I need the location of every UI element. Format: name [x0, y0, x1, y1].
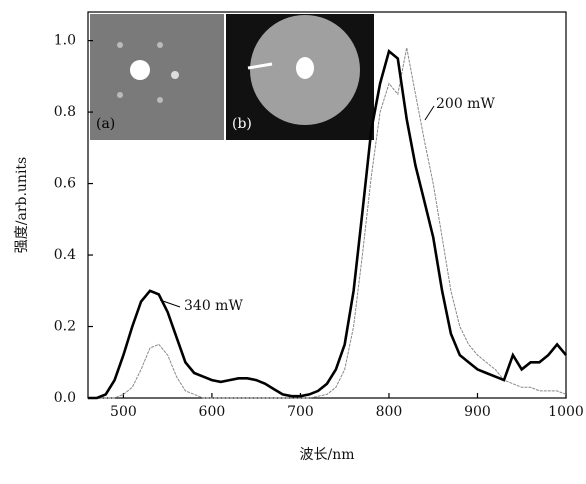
y-tick-label: 1.0: [54, 33, 76, 49]
x-tick-label: 900: [464, 404, 491, 420]
y-tick-label: 0.2: [54, 319, 76, 335]
x-tick-label: 1000: [548, 404, 584, 420]
inset-a: [90, 14, 224, 140]
x-tick-label: 800: [376, 404, 403, 420]
series-annotation: 340 mW: [184, 298, 243, 314]
series-annotation: 200 mW: [436, 96, 495, 112]
annotation-leader: [424, 105, 435, 121]
x-axis-label: 波长/nm: [299, 447, 354, 463]
x-tick-label: 500: [110, 404, 137, 420]
y-tick-label: 0.8: [54, 104, 76, 120]
y-tick-label: 0.6: [54, 176, 76, 192]
inset-b: [226, 14, 374, 140]
y-axis-label: 强度/arb.units: [14, 157, 30, 254]
plot-frame: [87, 11, 567, 399]
y-tick-label: 0.0: [54, 390, 76, 406]
x-tick-label: 700: [287, 404, 314, 420]
series-line: [88, 47, 567, 399]
inset-label: (a): [96, 116, 115, 132]
inset-label: (b): [232, 116, 252, 132]
y-tick-label: 0.4: [54, 247, 76, 263]
x-tick-label: 600: [199, 404, 226, 420]
series-line: [88, 49, 567, 400]
